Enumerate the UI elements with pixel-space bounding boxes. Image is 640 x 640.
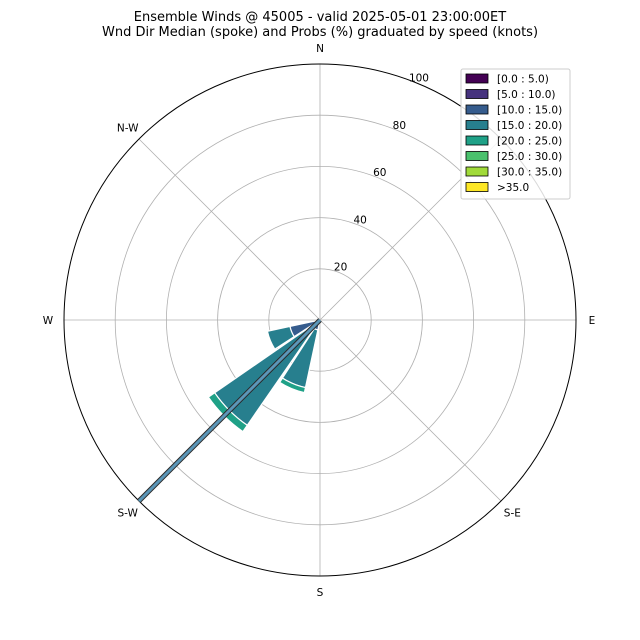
legend-label: [15.0 : 20.0) [497,120,562,132]
ring-gridline [114,114,526,526]
legend-label: [0.0 : 5.0) [497,74,549,86]
radial-gridline [319,319,502,502]
wind-bar [278,377,307,394]
ring-gridline [165,165,475,475]
legend-swatch [465,182,489,192]
legend-swatch [465,151,489,161]
radial-gridline [138,138,321,321]
radial-tick-label: 60 [373,167,386,179]
chart-title: Ensemble Winds @ 45005 - valid 2025-05-0… [133,10,507,25]
chart-subtitle: Wnd Dir Median (spoke) and Probs (%) gra… [101,25,539,40]
legend-swatch [465,73,489,84]
median-spoke-line [137,318,322,503]
legend: [0.0 : 5.0) [5.0 : 10.0) [10.0 : 15.0) [15.… [460,68,571,200]
legend-label: [10.0 : 15.0) [497,105,562,117]
wind-bar [266,325,296,350]
direction-label: S [317,587,324,599]
legend-box [460,68,571,200]
legend-label: [20.0 : 25.0) [497,136,562,148]
radial-tick-label: 100 [409,72,429,84]
direction-label: S-W [117,507,138,519]
ring-gridline [217,217,423,423]
legend-label: [25.0 : 30.0) [497,151,562,163]
radial-tick-label: 20 [334,262,347,274]
direction-label: N [316,43,324,55]
polar-frame [63,63,577,577]
legend-swatch [465,135,489,146]
legend-label: [5.0 : 10.0) [497,89,555,101]
median-spoke [137,318,322,503]
direction-label: N-W [117,123,139,135]
axis-labels: N N-W W S-W S S-E E 20 40 60 80 100 [43,43,596,599]
legend-swatch [465,89,489,99]
direction-label: E [589,315,596,327]
legend-swatch [465,104,489,115]
direction-label: S-E [504,507,521,519]
legend-label: [30.0 : 35.0) [497,167,562,179]
radial-tick-label: 40 [354,214,367,226]
radial-tick-label: 80 [393,120,406,132]
direction-label: W [43,315,54,327]
ring-gridline [268,268,372,372]
legend-swatch [465,166,489,177]
legend-label: >35.0 [497,182,529,194]
legend-swatch [465,120,489,130]
